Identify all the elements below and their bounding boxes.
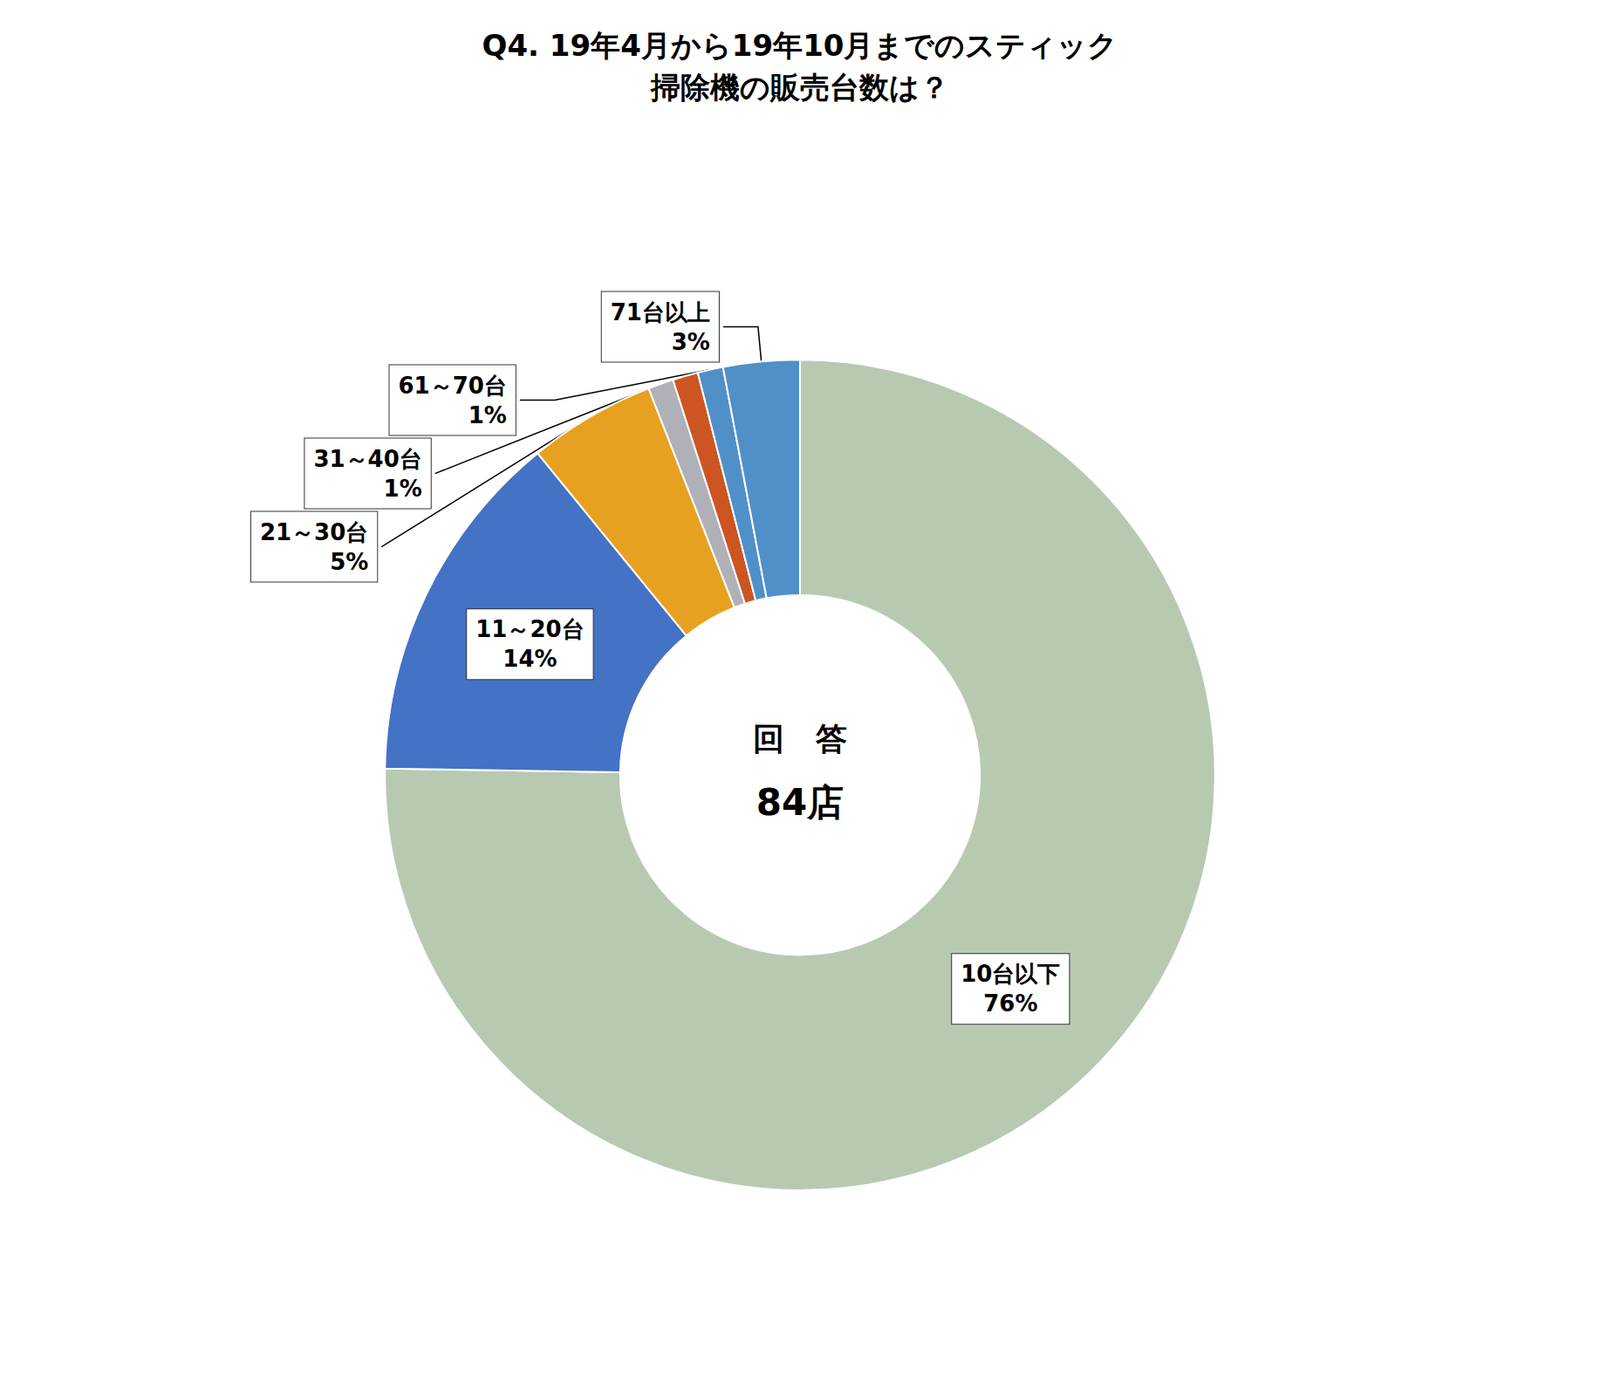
svg-text:84店: 84店 — [756, 780, 844, 824]
svg-text:Q4. 19年4月から19年10月までのスティック: Q4. 19年4月から19年10月までのスティック — [482, 27, 1119, 63]
svg-text:1%: 1% — [383, 475, 423, 502]
svg-text:31～40台: 31～40台 — [313, 445, 422, 472]
svg-text:3%: 3% — [671, 328, 711, 356]
svg-text:掃除機の販売台数は？: 掃除機の販売台数は？ — [649, 69, 950, 105]
svg-text:76%: 76% — [983, 990, 1038, 1017]
svg-text:14%: 14% — [502, 645, 557, 672]
svg-text:71台以上: 71台以上 — [610, 299, 711, 326]
svg-text:61～70台: 61～70台 — [397, 372, 506, 399]
svg-text:1%: 1% — [468, 402, 507, 429]
svg-text:5%: 5% — [329, 548, 369, 575]
svg-text:回 答: 回 答 — [752, 720, 848, 757]
svg-text:11～20台: 11～20台 — [475, 615, 584, 643]
svg-text:10台以下: 10台以下 — [960, 960, 1060, 987]
svg-text:21～30台: 21～30台 — [259, 519, 369, 546]
